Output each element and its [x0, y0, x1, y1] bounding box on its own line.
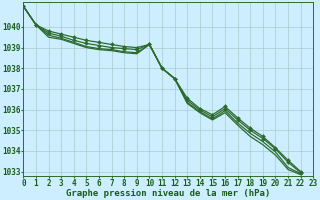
X-axis label: Graphe pression niveau de la mer (hPa): Graphe pression niveau de la mer (hPa)	[66, 189, 270, 198]
